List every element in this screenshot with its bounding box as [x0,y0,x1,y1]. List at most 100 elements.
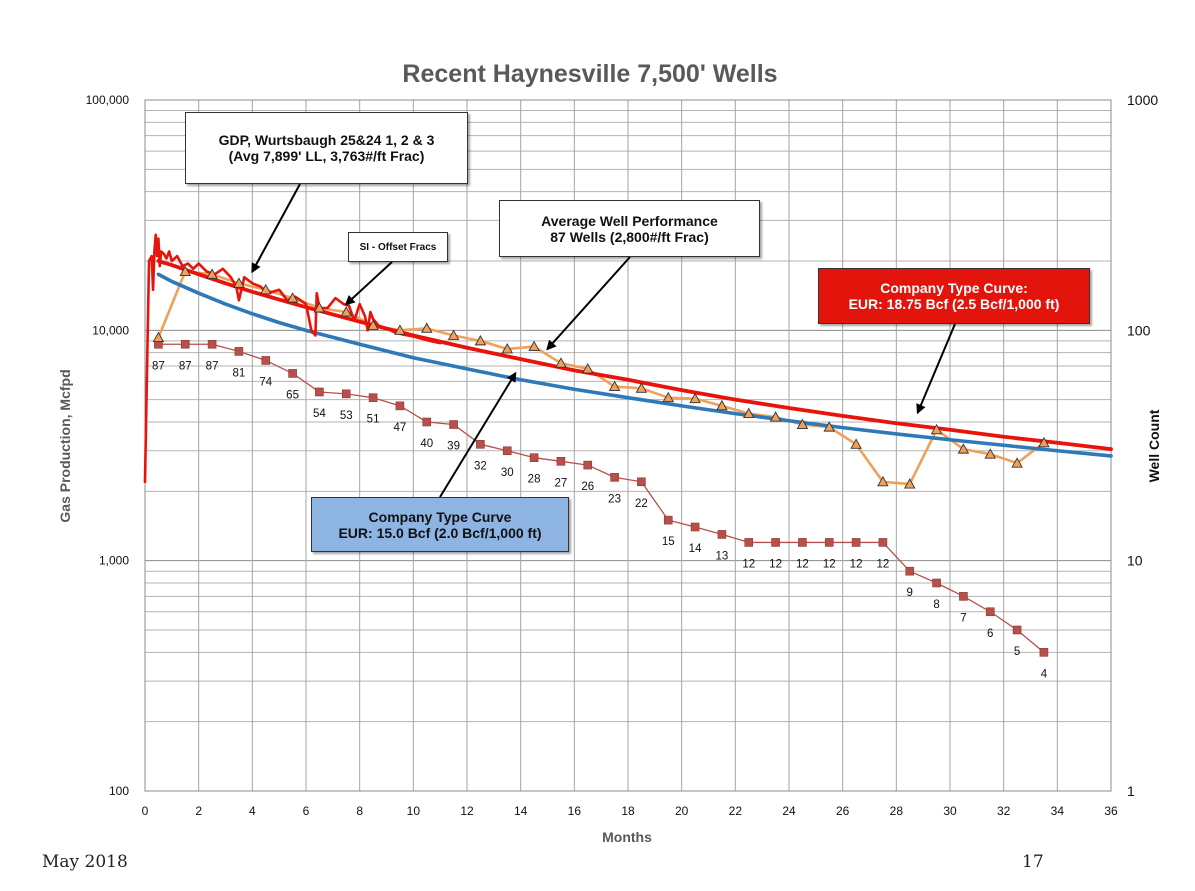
well-count-marker [851,538,861,547]
x-tick-label: 4 [249,804,256,818]
well-count-marker [556,457,566,466]
annotation-blue-line1: Company Type Curve [368,508,512,525]
annotation-blue-line2: EUR: 15.0 Bcf (2.0 Bcf/1,000 ft) [338,524,542,541]
avg-well-marker [716,399,728,411]
arrow-average-well [546,256,631,351]
well-count-marker [341,389,351,399]
well-count-label: 5 [1014,646,1020,658]
well-count-label: 65 [286,389,299,401]
arrow-red-type-curve [916,323,956,415]
well-count-marker [1012,625,1022,635]
x-tick-label: 8 [356,804,363,818]
well-count-marker [959,592,968,601]
well-count-marker [985,607,995,617]
avg-well-marker [1011,457,1023,468]
well-count-label: 26 [581,481,594,493]
well-count-marker [932,578,941,588]
avg-well-marker [635,382,648,393]
chart-title: Recent Haynesville 7,500' Wells [402,60,777,88]
avg-well-marker [984,448,997,459]
annotation-average-well: Average Well Performance 87 Wells (2,800… [499,200,760,257]
well-count-label: 22 [635,498,648,510]
annotation-avg-line2: 87 Wells (2,800#/ft Frac) [550,228,709,245]
well-count-marker [395,401,405,411]
avg-well-marker [474,334,487,346]
series-line-gdp_wells [143,233,442,484]
x-tick-label: 26 [836,804,850,818]
annotation-gdp-line1: GDP, Wurtsbaugh 25&24 1, 2 & 3 [218,132,435,148]
well-count-label: 53 [340,410,353,422]
well-count-marker [207,339,217,349]
well-count-marker [798,538,807,547]
well-count-label: 39 [447,441,460,453]
avg-well-marker [501,343,514,354]
avg-well-marker [340,306,353,317]
well-count-label: 12 [877,558,890,570]
annotation-red-line1: Company Type Curve: [880,280,1028,296]
arrow-blue-type-curve [439,371,517,498]
well-count-label: 87 [152,360,165,372]
well-count-marker [610,473,619,482]
well-count-label: 4 [1041,668,1048,680]
avg-well-marker [957,443,970,454]
well-count-label: 87 [179,360,192,372]
well-count-marker [368,393,378,402]
series-line-well_count [157,343,1045,653]
avg-well-marker [259,283,272,295]
x-tick-label: 12 [460,804,474,818]
x-tick-label: 34 [1051,804,1065,818]
avg-well-marker [206,268,218,279]
annotation-gdp: GDP, Wurtsbaugh 25&24 1, 2 & 3 (Avg 7,89… [185,112,468,184]
avg-well-marker [608,380,621,392]
annotation-blue-type-curve: Company Type Curve EUR: 15.0 Bcf (2.0 Bc… [311,497,569,552]
avg-well-marker [581,362,594,374]
well-count-label: 28 [528,474,541,486]
avg-well-marker [555,357,567,368]
well-count-label: 12 [769,558,782,570]
well-count-label: 23 [608,493,621,505]
x-tick-label: 30 [943,804,957,818]
well-count-label: 12 [850,558,863,570]
series-line-type_curve_blue [156,272,1113,458]
avg-well-marker [850,438,862,449]
annotation-arrows [251,183,956,498]
footer-date: May 2018 [42,852,128,872]
y-tick-label: 10,000 [92,323,129,337]
well-count-marker [261,356,271,365]
y2-axis-label: Well Count [1146,409,1162,482]
well-count-label: 81 [233,367,246,379]
well-count-label: 15 [662,536,675,548]
well-count-label: 30 [501,467,514,479]
well-count-label: 13 [716,550,729,562]
annotation-red-type-curve: Company Type Curve: EUR: 18.75 Bcf (2.5 … [818,268,1090,324]
footer-page-number: 17 [1022,852,1044,872]
avg-well-marker [420,322,433,333]
well-count-marker [717,530,727,539]
x-tick-label: 20 [675,804,689,818]
well-count-label: 9 [907,587,913,599]
well-count-marker [422,417,432,427]
well-count-marker [878,538,888,547]
avg-well-marker [286,292,299,303]
well-count-marker [234,347,244,356]
arrow-gdp [251,183,301,274]
well-count-label: 32 [474,460,487,472]
well-count-marker [905,566,915,576]
well-count-label: 14 [689,543,702,555]
y-tick-label: 1,000 [99,554,129,568]
avg-well-marker [528,340,540,352]
annotation-avg-line1: Average Well Performance [541,212,718,229]
x-tick-label: 32 [997,804,1011,818]
avg-well-marker [903,478,916,489]
x-tick-label: 24 [782,804,796,818]
well-count-label: 8 [933,599,939,611]
well-count-label: 47 [394,422,407,434]
well-count-marker [690,522,700,532]
well-count-marker [744,538,754,547]
annotation-si-line1: SI - Offset Fracs [359,241,437,253]
well-count-label: 54 [313,408,326,420]
avg-well-marker [877,475,889,487]
avg-well-marker [313,302,326,313]
well-count-label: 12 [823,558,836,570]
